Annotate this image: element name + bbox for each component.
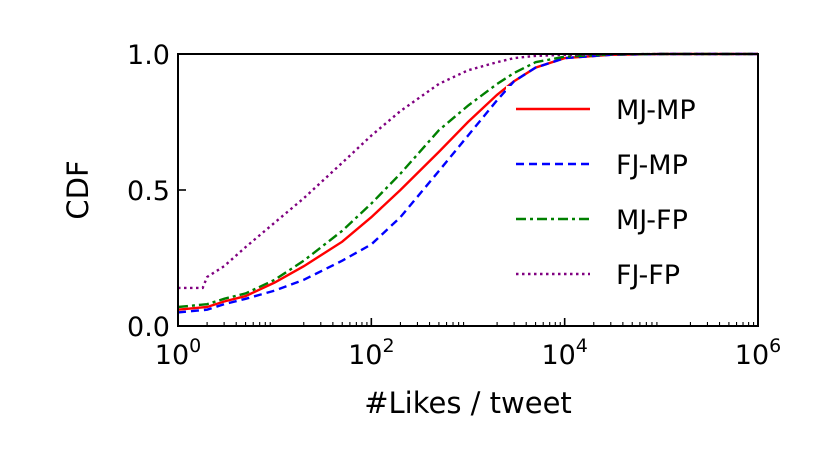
legend-label-mj-fp: MJ-FP (616, 205, 688, 236)
legend: MJ-MP FJ-MP MJ-FP FJ-FP (506, 86, 744, 308)
legend-label-mj-mp: MJ-MP (616, 95, 696, 126)
legend-box (506, 86, 744, 308)
x-tick-label: 104 (541, 335, 587, 371)
legend-label-fj-mp: FJ-MP (616, 150, 688, 181)
legend-label-fj-fp: FJ-FP (616, 260, 680, 291)
y-tick-label: 0.5 (127, 176, 170, 207)
x-axis-label: #Likes / tweet (364, 386, 572, 420)
y-tick-label: 0.0 (127, 312, 170, 343)
x-tick-label: 100 (155, 335, 201, 371)
x-tick-label: 102 (348, 335, 394, 371)
ticks-layer: 100 102 104 106 0.0 0.5 1.0 (127, 40, 781, 371)
series-line-mj-fp (177, 52, 758, 309)
series-line-fj-mp (177, 52, 758, 314)
y-axis-label: CDF (61, 160, 95, 219)
y-tick-label: 1.0 (127, 40, 170, 71)
x-tick-label: 106 (735, 335, 781, 371)
